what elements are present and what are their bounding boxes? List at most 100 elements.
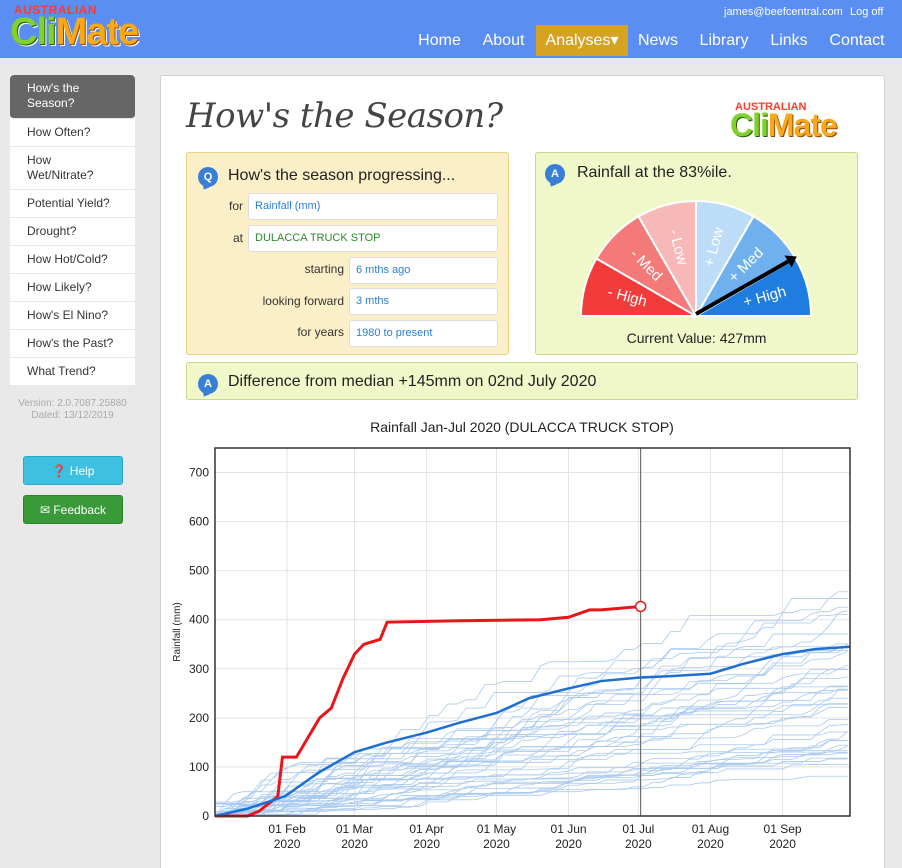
- panel-logo-australian-text: AUSTRALIAN: [735, 101, 807, 113]
- historic-series-line: [215, 664, 848, 817]
- starting-field[interactable]: 6 mths ago: [349, 257, 498, 284]
- nav-contact[interactable]: Contact: [829, 32, 885, 49]
- historic-series-line: [214, 689, 848, 817]
- sidebar-item-drought[interactable]: Drought?: [10, 218, 135, 246]
- median-series-line: [214, 645, 851, 818]
- variable-field[interactable]: Rainfall (mm): [248, 193, 498, 220]
- gauge-needle-arrowhead: [784, 255, 797, 268]
- nav-news[interactable]: News: [637, 32, 678, 49]
- station-field[interactable]: DULACCA TRUCK STOP: [248, 225, 498, 252]
- sidebar-item-how-often[interactable]: How Often?: [10, 119, 135, 147]
- x-tick-label: 01 Jul: [622, 822, 654, 836]
- nav-about[interactable]: About: [482, 32, 525, 49]
- historic-series-line: [215, 686, 848, 805]
- version-info: Version: 2.0.7087.25880 Dated: 13/12/201…: [10, 398, 135, 422]
- sidebar-menu: How's the Season? How Often? How Wet/Nit…: [10, 75, 135, 385]
- current-year-series-line: [215, 604, 641, 818]
- x-tick-label: 2020: [555, 837, 582, 851]
- top-navbar: [0, 0, 902, 58]
- nav-analyses-dropdown[interactable]: Analyses▾: [536, 25, 628, 56]
- historic-series-line: [215, 764, 848, 817]
- sidebar-item-hows-el-nino[interactable]: How's El Nino?: [10, 302, 135, 330]
- answer-heading: Rainfall at the 83%ile.: [577, 164, 732, 181]
- percentile-gauge: - High- Med - Low + Low+ Med+ High: [579, 199, 813, 318]
- page-title: How's the Season?: [186, 96, 503, 136]
- y-axis-label: Rainfall (mm): [172, 602, 183, 661]
- field-label-starting: starting: [304, 262, 344, 276]
- historic-series-line: [215, 724, 848, 814]
- y-tick-label: 400: [189, 613, 209, 627]
- envelope-icon: ✉: [39, 503, 50, 517]
- historic-series-line: [215, 643, 848, 817]
- chart-title: Rainfall Jan-Jul 2020 (DULACCA TRUCK STO…: [370, 419, 674, 435]
- nav-home[interactable]: Home: [418, 32, 461, 49]
- help-label: Help: [69, 464, 95, 478]
- plot-border: [214, 447, 851, 817]
- historic-series-line: [214, 650, 848, 817]
- years-field[interactable]: 1980 to present: [349, 320, 498, 347]
- logo-australian-text: AUSTRALIAN: [14, 3, 97, 17]
- help-button[interactable]: ❓ Help: [23, 456, 123, 485]
- historic-series-line: [214, 647, 848, 817]
- y-tick-label: 500: [189, 564, 209, 578]
- sidebar-item-how-likely[interactable]: How Likely?: [10, 274, 135, 302]
- user-email-link[interactable]: james@beefcentral.com: [724, 6, 843, 18]
- historic-series-line: [214, 591, 848, 817]
- difference-box: [186, 362, 858, 400]
- difference-badge-icon: A: [198, 374, 218, 394]
- sidebar-item-what-trend[interactable]: What Trend?: [27, 364, 96, 378]
- historic-series-line: [215, 719, 848, 817]
- nav-library[interactable]: Library: [699, 32, 749, 49]
- help-icon: ❓: [51, 464, 67, 478]
- plot-area: [215, 448, 850, 816]
- field-label-at: at: [232, 231, 243, 245]
- historic-series-line: [215, 751, 848, 816]
- historic-series-line: [215, 740, 848, 816]
- x-tick-label: 01 May: [477, 822, 516, 836]
- y-tick-label: 0: [202, 809, 209, 823]
- x-tick-label: 2020: [625, 837, 652, 851]
- sidebar-item-potential-yield[interactable]: Potential Yield?: [10, 190, 135, 218]
- current-value-point: [634, 600, 647, 613]
- x-tick-label: 2020: [697, 837, 724, 851]
- x-tick-label: 01 Jun: [551, 822, 587, 836]
- x-tick-label: 2020: [341, 837, 368, 851]
- dated-text: Dated: 13/12/2019: [31, 410, 114, 421]
- x-tick-label: 01 Sep: [764, 822, 802, 836]
- feedback-button[interactable]: ✉ Feedback: [23, 495, 123, 524]
- y-tick-label: 700: [189, 466, 209, 480]
- sidebar-item-hows-the-season[interactable]: How's the Season?: [10, 75, 135, 119]
- sidebar-item-how-hot-cold[interactable]: How Hot/Cold?: [10, 246, 135, 274]
- x-tick-label: 2020: [413, 837, 440, 851]
- historic-series-line: [215, 775, 848, 817]
- historic-series-line: [215, 688, 848, 817]
- x-tick-label: 01 Mar: [336, 822, 373, 836]
- y-tick-label: 100: [189, 760, 209, 774]
- current-value-label: Current Value: 427mm: [626, 330, 767, 346]
- x-tick-label: 01 Aug: [692, 822, 729, 836]
- historic-series-line: [215, 697, 848, 817]
- historic-series-line: [215, 643, 848, 807]
- field-label-looking-forward: looking forward: [262, 294, 344, 308]
- sidebar-item-hows-the-past[interactable]: How's the Past?: [10, 330, 135, 358]
- y-tick-label: 600: [189, 515, 209, 529]
- x-tick-label: 2020: [274, 837, 301, 851]
- question-badge-icon: Q: [198, 167, 218, 187]
- nav-links[interactable]: Links: [770, 32, 808, 49]
- gauge-needle: [695, 259, 790, 316]
- x-tick-label: 2020: [483, 837, 510, 851]
- answer-badge-icon: A: [545, 164, 565, 184]
- historic-series-line: [215, 749, 848, 815]
- feedback-label: Feedback: [53, 503, 107, 517]
- climate-logo[interactable]: CliMate: [10, 11, 139, 53]
- sidebar-item-how-wet-nitrate[interactable]: How Wet/Nitrate?: [27, 153, 94, 182]
- historic-series-line: [215, 752, 848, 817]
- logout-link[interactable]: Log off: [850, 6, 884, 18]
- y-tick-label: 300: [189, 662, 209, 676]
- historic-series-line: [215, 598, 848, 817]
- x-tick-label: 2020: [769, 837, 796, 851]
- field-label-for: for: [228, 199, 243, 213]
- x-tick-label: 01 Feb: [268, 822, 306, 836]
- version-text: Version: 2.0.7087.25880: [18, 398, 127, 409]
- looking-forward-field[interactable]: 3 mths: [349, 288, 498, 315]
